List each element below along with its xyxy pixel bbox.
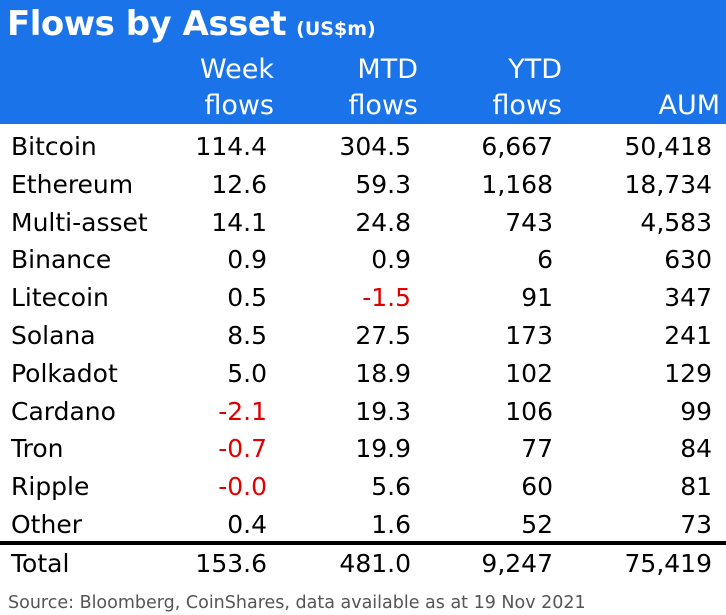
column-header-aum: AUM	[600, 88, 720, 124]
mtd-flows-value: 1.6	[371, 509, 411, 539]
aum-value: 73	[680, 509, 712, 539]
aum-value: 81	[680, 472, 712, 502]
week-flows-value: -2.1	[218, 396, 267, 426]
asset-name: Cardano	[11, 396, 116, 426]
ytd-flows-value: 52	[521, 509, 553, 539]
aum-value: 4,583	[640, 207, 712, 237]
aum-value: 241	[664, 320, 712, 350]
ytd-flows-value: 102	[505, 358, 553, 388]
asset-name: Ethereum	[11, 169, 134, 199]
source-note: Source: Bloomberg, CoinShares, data avai…	[8, 593, 586, 613]
table-row: Other 0.4 1.6 52 73	[0, 504, 726, 542]
ytd-flows-value: 1,168	[481, 169, 553, 199]
column-header-ytd-line1: YTD	[508, 54, 562, 85]
aum-value: 347	[664, 283, 712, 313]
table-row: Binance 0.9 0.9 6 630	[0, 239, 726, 277]
total-label: Total	[11, 549, 70, 578]
mtd-flows-value: 5.6	[371, 472, 411, 502]
mtd-flows-value: 19.3	[355, 396, 411, 426]
column-header-aum-label: AUM	[658, 90, 720, 121]
table-row: Bitcoin 114.4 304.5 6,667 50,418	[0, 126, 726, 164]
table-row: Ethereum 12.6 59.3 1,168 18,734	[0, 164, 726, 202]
column-header-mtd-line2: flows	[348, 90, 418, 121]
mtd-flows-value: 304.5	[339, 132, 411, 161]
aum-value: 129	[664, 358, 712, 388]
ytd-flows-value: 173	[505, 320, 553, 350]
asset-name: Binance	[11, 245, 112, 275]
table-row: Ripple -0.0 5.6 60 81	[0, 466, 726, 504]
week-flows-value: 114.4	[195, 132, 267, 161]
asset-name: Tron	[11, 434, 64, 464]
total-week-flows: 153.6	[195, 549, 267, 578]
column-header-mtd-flows: MTD flows	[300, 52, 418, 124]
week-flows-value: 5.0	[227, 358, 267, 388]
asset-name: Solana	[11, 320, 96, 350]
column-header-week-line1: Week	[200, 54, 274, 85]
asset-name: Litecoin	[11, 283, 109, 313]
week-flows-value: 0.9	[227, 245, 267, 275]
table-title-unit: (US$m)	[296, 18, 376, 40]
table-title-row: Flows by Asset (US$m)	[7, 4, 376, 50]
aum-value: 18,734	[624, 169, 712, 199]
ytd-flows-value: 60	[521, 472, 553, 502]
table-row: Polkadot 5.0 18.9 102 129	[0, 353, 726, 391]
week-flows-value: 12.6	[211, 169, 267, 199]
table-title: Flows by Asset	[7, 4, 287, 44]
ytd-flows-value: 77	[521, 434, 553, 464]
mtd-flows-value: -1.5	[362, 283, 411, 313]
ytd-flows-value: 743	[505, 207, 553, 237]
mtd-flows-value: 18.9	[355, 358, 411, 388]
column-header-ytd-line2: flows	[492, 90, 562, 121]
table-row: Litecoin 0.5 -1.5 91 347	[0, 277, 726, 315]
mtd-flows-value: 27.5	[355, 320, 411, 350]
ytd-flows-value: 6,667	[481, 132, 553, 161]
asset-name: Bitcoin	[11, 132, 97, 161]
column-header-week-flows: Week flows	[150, 52, 274, 124]
week-flows-value: -0.0	[218, 472, 267, 502]
ytd-flows-value: 6	[537, 245, 553, 275]
week-flows-value: 0.5	[227, 283, 267, 313]
week-flows-value: -0.7	[218, 434, 267, 464]
asset-name: Ripple	[11, 472, 90, 502]
table-body: Bitcoin 114.4 304.5 6,667 50,418 Ethereu…	[0, 126, 726, 542]
week-flows-value: 8.5	[227, 320, 267, 350]
ytd-flows-value: 106	[505, 396, 553, 426]
aum-value: 50,418	[624, 132, 712, 161]
table-header: Flows by Asset (US$m) Week flows MTD flo…	[0, 0, 726, 124]
mtd-flows-value: 59.3	[355, 169, 411, 199]
total-aum: 75,419	[624, 549, 712, 578]
week-flows-value: 14.1	[211, 207, 267, 237]
week-flows-value: 0.4	[227, 509, 267, 539]
aum-value: 99	[680, 396, 712, 426]
total-mtd-flows: 481.0	[339, 549, 411, 578]
mtd-flows-value: 0.9	[371, 245, 411, 275]
asset-name: Multi-asset	[11, 207, 148, 237]
column-header-week-line2: flows	[204, 90, 274, 121]
table-row: Multi-asset 14.1 24.8 743 4,583	[0, 202, 726, 240]
aum-value: 84	[680, 434, 712, 464]
column-header-ytd-flows: YTD flows	[440, 52, 562, 124]
asset-name: Polkadot	[11, 358, 118, 388]
total-ytd-flows: 9,247	[481, 549, 553, 578]
column-header-mtd-line1: MTD	[357, 54, 418, 85]
total-divider	[0, 541, 726, 545]
table-row: Solana 8.5 27.5 173 241	[0, 315, 726, 353]
mtd-flows-value: 19.9	[355, 434, 411, 464]
table-row: Tron -0.7 19.9 77 84	[0, 428, 726, 466]
ytd-flows-value: 91	[521, 283, 553, 313]
table-row: Cardano -2.1 19.3 106 99	[0, 391, 726, 429]
total-row: Total 153.6 481.0 9,247 75,419	[0, 545, 726, 583]
aum-value: 630	[664, 245, 712, 275]
mtd-flows-value: 24.8	[355, 207, 411, 237]
asset-name: Other	[11, 509, 82, 539]
